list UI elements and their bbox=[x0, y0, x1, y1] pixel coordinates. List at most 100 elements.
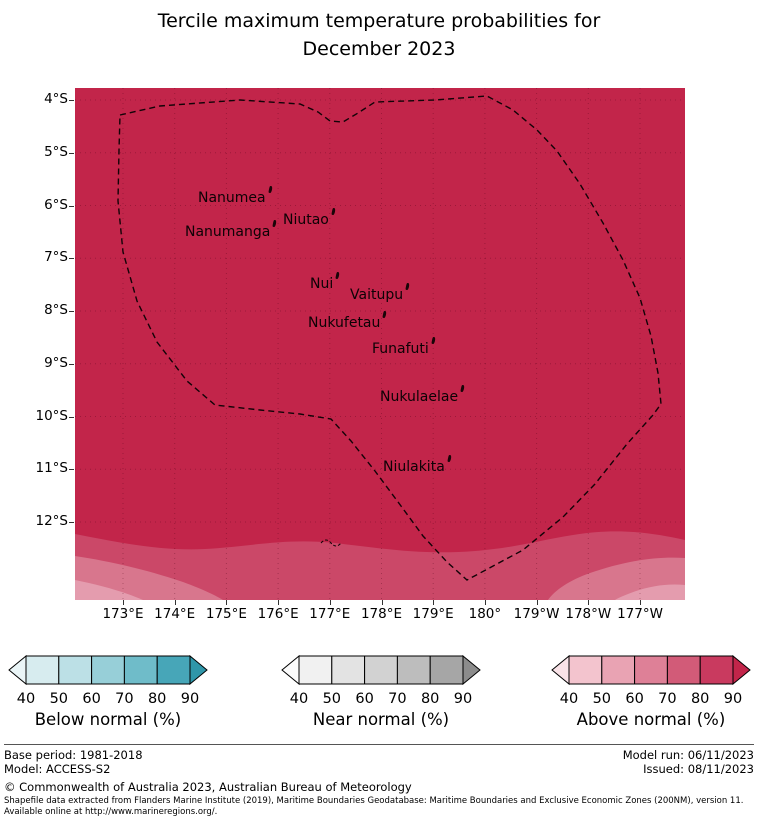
legend-colorbar-near-normal bbox=[281, 654, 481, 686]
legend-above-normal: 40 50 60 70 80 90 Above normal (%) bbox=[551, 654, 751, 729]
page-title: Tercile maximum temperature probabilitie… bbox=[0, 8, 758, 63]
y-tick-label: 10°S bbox=[35, 407, 69, 424]
legend-tick-value: 70 bbox=[115, 691, 134, 707]
island-dot-icon bbox=[447, 454, 451, 463]
legend-tick-row: 40 50 60 70 80 90 bbox=[281, 691, 481, 709]
y-tick-label: 8°S bbox=[44, 302, 68, 318]
legend-tick-value: 70 bbox=[388, 691, 407, 707]
x-tick-label: 177°W bbox=[617, 606, 663, 622]
y-tick-mark bbox=[69, 522, 74, 523]
legend-tick-value: 70 bbox=[658, 691, 677, 707]
island-dot-icon bbox=[460, 384, 465, 393]
y-tick-mark bbox=[69, 416, 74, 418]
legend-tick-value: 60 bbox=[355, 691, 374, 707]
legend-tick-value: 80 bbox=[690, 691, 710, 707]
map-area: Nanumea Niutao Nanumanga Nui Vaitupu Nukufeta… bbox=[75, 88, 685, 600]
island-label-nui: Nui bbox=[310, 271, 340, 292]
legend-tick-value: 60 bbox=[82, 691, 101, 707]
island-name: Nanumea bbox=[198, 190, 266, 206]
legend-title: Near normal (%) bbox=[312, 710, 450, 729]
x-tick-mark bbox=[588, 600, 590, 605]
footer: Base period: 1981-2018 Model: ACCESS-S2 … bbox=[4, 744, 754, 816]
legend-colorbar-above-normal bbox=[551, 654, 751, 686]
shapefile-note: Shapefile data extracted from Flanders M… bbox=[4, 796, 744, 816]
y-tick-label: 12°S bbox=[35, 513, 69, 529]
x-tick-mark bbox=[536, 600, 538, 605]
footer-meta-row: Base period: 1981-2018 Model: ACCESS-S2 … bbox=[4, 748, 754, 777]
above-normal-60-70-band bbox=[75, 580, 685, 600]
island-label-niulakita: Niulakita bbox=[383, 454, 451, 475]
y-tick-mark bbox=[69, 152, 74, 154]
legend-tick-value: 50 bbox=[49, 691, 69, 707]
legend-tick-value: 90 bbox=[453, 691, 473, 707]
y-tick-mark bbox=[69, 363, 74, 365]
legend-tick-value: 80 bbox=[147, 691, 167, 707]
legend-tick-row: 40 50 60 70 80 90 bbox=[551, 691, 751, 709]
x-tick-mark bbox=[433, 600, 435, 605]
x-tick-label: 173°E bbox=[102, 606, 144, 622]
legend-below-normal: 40 50 60 70 80 90 Below normal (%) bbox=[8, 654, 208, 729]
above-normal-70-80-band bbox=[75, 556, 685, 600]
island-label-nanumanga: Nanumanga bbox=[185, 219, 277, 240]
title-line-2: December 2023 bbox=[302, 37, 456, 60]
legend-tick-value: 50 bbox=[592, 691, 612, 707]
island-name: Nanumanga bbox=[185, 224, 271, 240]
island-name: Nukulaelae bbox=[380, 389, 459, 405]
island-label-nukulaelae: Nukulaelae bbox=[380, 384, 465, 405]
legend-tick-value: 40 bbox=[289, 691, 309, 707]
x-tick-label: 180° bbox=[468, 606, 502, 622]
model-text: Model: ACCESS-S2 bbox=[4, 762, 111, 777]
x-tick-mark bbox=[484, 600, 486, 605]
y-tick-label: 6°S bbox=[44, 196, 68, 213]
island-name: Nui bbox=[310, 276, 334, 292]
base-period-text: Base period: 1981-2018 bbox=[4, 748, 143, 762]
x-tick-mark bbox=[329, 600, 331, 605]
island-name: Vaitupu bbox=[350, 287, 404, 303]
legend-near-normal: 40 50 60 70 80 90 Near normal (%) bbox=[281, 654, 481, 729]
legend-tick-value: 40 bbox=[16, 691, 36, 707]
legend-title: Below normal (%) bbox=[34, 710, 182, 729]
x-tick-mark bbox=[278, 600, 280, 605]
above-normal-90-region bbox=[75, 88, 685, 600]
x-tick-label: 177°E bbox=[309, 606, 351, 622]
island-name: Funafuti bbox=[372, 341, 429, 357]
x-tick-mark bbox=[174, 600, 176, 605]
legend-tick-row: 40 50 60 70 80 90 bbox=[8, 691, 208, 709]
y-tick-mark bbox=[69, 100, 74, 101]
legend-tick-value: 80 bbox=[420, 691, 440, 707]
y-tick-label: 11°S bbox=[35, 460, 69, 477]
x-tick-label: 179°W bbox=[513, 606, 560, 622]
island-name: Niutao bbox=[283, 212, 329, 228]
y-tick-label: 9°S bbox=[44, 354, 68, 371]
legend-tick-value: 40 bbox=[559, 691, 579, 707]
legend-tick-value: 90 bbox=[180, 691, 200, 707]
footer-left: Base period: 1981-2018 Model: ACCESS-S2 bbox=[4, 748, 143, 777]
legend-colorbar-below-normal bbox=[8, 654, 208, 686]
island-dot-icon bbox=[267, 185, 272, 194]
y-tick-mark bbox=[69, 205, 74, 207]
x-tick-mark bbox=[123, 600, 124, 605]
island-label-funafuti: Funafuti bbox=[372, 336, 435, 357]
y-tick-label: 7°S bbox=[44, 249, 68, 266]
island-label-vaitupu: Vaitupu bbox=[350, 282, 410, 303]
island-dot-icon bbox=[272, 219, 277, 228]
footer-right: Model run: 06/11/2023 Issued: 08/11/2023 bbox=[623, 748, 754, 777]
island-labels: Nanumea Niutao Nanumanga Nui Vaitupu Nukufeta… bbox=[75, 88, 685, 600]
legend-tick-value: 90 bbox=[723, 691, 743, 707]
copyright-text: © Commonwealth of Australia 2023, Austra… bbox=[4, 779, 412, 794]
island-dot-icon bbox=[405, 282, 410, 291]
above-normal-80-90-band bbox=[75, 531, 685, 600]
issued-text: Issued: 08/11/2023 bbox=[643, 762, 754, 777]
island-label-nanumea: Nanumea bbox=[198, 185, 272, 206]
x-tick-mark bbox=[381, 600, 383, 605]
island-dot-icon bbox=[431, 336, 435, 345]
legend-row: 40 50 60 70 80 90 Below normal (%) 40 50 60 70 80 90… bbox=[0, 654, 758, 745]
island-dot-icon bbox=[382, 310, 387, 319]
probability-map bbox=[75, 88, 685, 600]
island-dot-icon bbox=[331, 207, 336, 216]
island-name: Niulakita bbox=[383, 459, 445, 475]
island-label-nukufetau: Nukufetau bbox=[308, 310, 387, 331]
y-tick-mark bbox=[69, 311, 74, 312]
x-tick-mark bbox=[640, 600, 641, 605]
